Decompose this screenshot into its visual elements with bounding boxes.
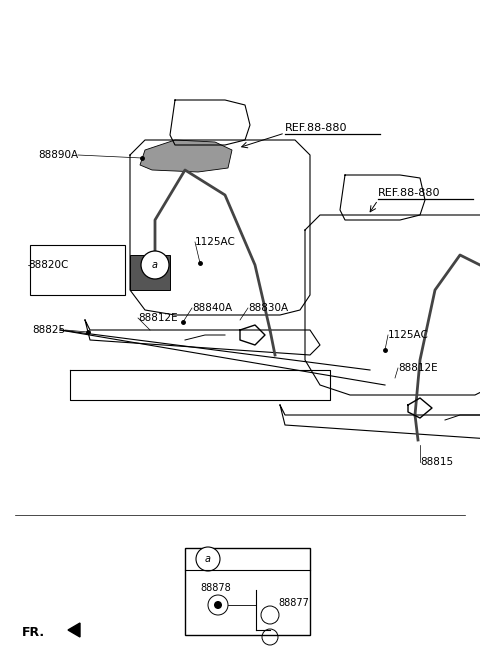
Bar bbox=[185, 548, 310, 635]
Text: 88825: 88825 bbox=[32, 325, 65, 335]
Text: REF.88-880: REF.88-880 bbox=[285, 123, 348, 133]
Text: FR.: FR. bbox=[22, 626, 45, 638]
Text: 88820C: 88820C bbox=[28, 260, 68, 270]
Circle shape bbox=[196, 547, 220, 571]
Text: 88890A: 88890A bbox=[38, 150, 78, 160]
Text: 88812E: 88812E bbox=[138, 313, 178, 323]
Text: a: a bbox=[152, 260, 158, 270]
Text: 88812E: 88812E bbox=[398, 363, 438, 373]
Polygon shape bbox=[130, 255, 170, 290]
Text: 1125AC: 1125AC bbox=[195, 237, 236, 247]
Polygon shape bbox=[68, 623, 80, 637]
Text: 88815: 88815 bbox=[420, 457, 453, 467]
Circle shape bbox=[141, 251, 169, 279]
Text: 88877: 88877 bbox=[278, 598, 309, 608]
Text: a: a bbox=[205, 554, 211, 564]
Text: 88830A: 88830A bbox=[248, 303, 288, 313]
Text: 88840A: 88840A bbox=[192, 303, 232, 313]
Text: 1125AC: 1125AC bbox=[388, 330, 429, 340]
Polygon shape bbox=[140, 140, 232, 172]
Text: REF.88-880: REF.88-880 bbox=[378, 188, 441, 198]
Circle shape bbox=[214, 601, 222, 609]
Bar bbox=[30, 245, 125, 295]
Text: 88878: 88878 bbox=[200, 583, 231, 593]
